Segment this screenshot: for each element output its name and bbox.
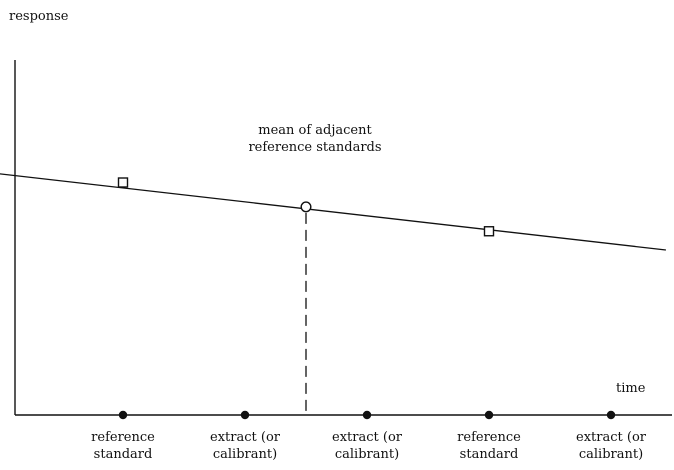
reference-standard-dot	[118, 410, 128, 420]
extract-label: extract (or calibrant)	[332, 430, 402, 462]
x-axis-label: time	[616, 381, 646, 396]
mean-marker	[300, 201, 312, 213]
y-axis-label: response	[9, 9, 69, 24]
extract-dot	[240, 410, 250, 420]
reference-standard-label: reference standard	[457, 430, 521, 462]
extract-dot	[362, 410, 372, 420]
reference-standard-dot	[484, 410, 494, 420]
annotation-label: mean of adjacent reference standards	[248, 123, 382, 155]
reference-standard-marker	[483, 226, 495, 237]
extract-dot	[606, 410, 616, 420]
extract-label: extract (or calibrant)	[576, 430, 646, 462]
trend-line	[0, 173, 666, 251]
reference-standard-label: reference standard	[91, 430, 155, 462]
reference-standard-marker	[117, 177, 129, 188]
extract-label: extract (or calibrant)	[210, 430, 280, 462]
